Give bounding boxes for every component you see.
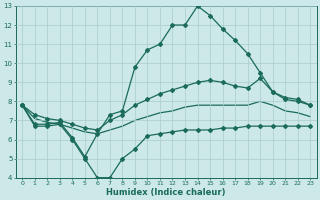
X-axis label: Humidex (Indice chaleur): Humidex (Indice chaleur) [107,188,226,197]
